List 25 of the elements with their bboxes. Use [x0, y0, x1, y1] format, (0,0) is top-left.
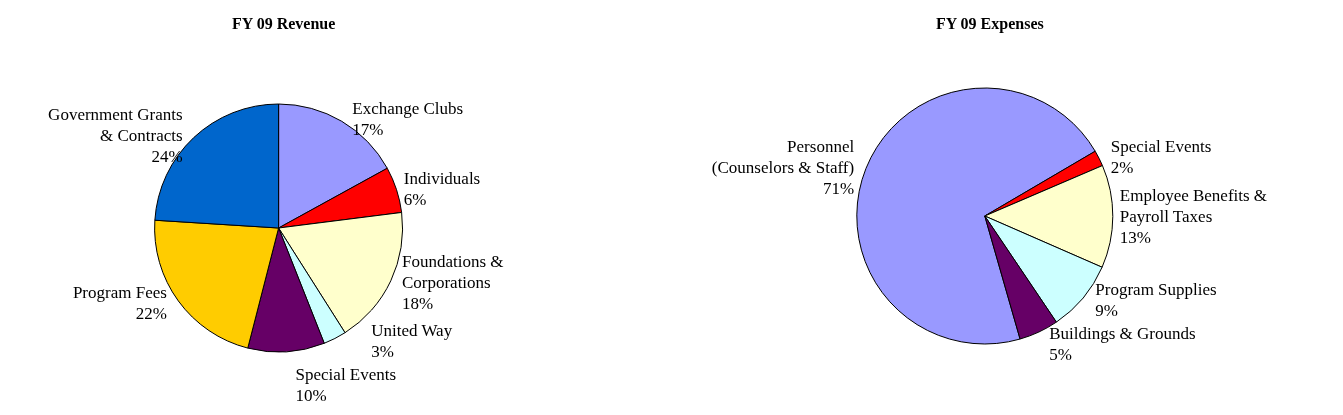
slice-label: Employee Benefits & Payroll Taxes [1119, 185, 1268, 226]
slice-label: Program Supplies [1095, 279, 1217, 299]
slice-label: Individuals [403, 168, 481, 188]
data-label: 2% [1110, 157, 1134, 177]
slice-label: Buildings & Grounds [1049, 323, 1196, 343]
data-label: 13% [1119, 227, 1151, 247]
data-label: 9% [1095, 300, 1118, 320]
data-label: 71% [823, 178, 855, 198]
chart-title: FY 09 Revenue [231, 14, 336, 32]
data-label: 5% [1049, 344, 1072, 364]
slice-label: United Way [371, 321, 453, 341]
data-label: 3% [371, 342, 394, 362]
chart-title: FY 09 Expenses [935, 14, 1044, 33]
data-label: 6% [403, 189, 427, 209]
slice-label: Program Fees [72, 282, 167, 302]
slice-label: Special Events [295, 365, 397, 385]
data-label: 10% [295, 386, 327, 406]
slice-label: Special Events [1110, 136, 1212, 156]
slice-label: Government Grants & Contracts [48, 104, 183, 145]
slice-label: Personnel (Counselors & Staff) [711, 136, 855, 177]
data-label: 17% [352, 119, 384, 139]
slice-label: Exchange Clubs [352, 98, 464, 118]
slice-label: Foundations & Corporations [401, 251, 504, 292]
data-label: 22% [135, 303, 167, 323]
data-label: 18% [401, 293, 434, 313]
